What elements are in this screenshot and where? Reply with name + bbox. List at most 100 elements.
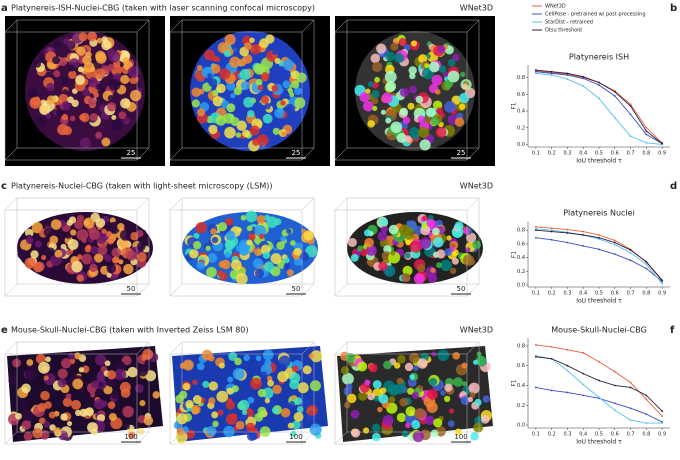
nucleus bbox=[306, 404, 318, 416]
point bbox=[661, 410, 664, 413]
nucleus bbox=[427, 388, 438, 400]
nucleus bbox=[249, 44, 261, 55]
nucleus bbox=[362, 427, 370, 434]
nucleus bbox=[57, 378, 67, 388]
model-label: WNet3D bbox=[460, 182, 493, 191]
x-tick-label: 0.5 bbox=[595, 432, 603, 438]
nucleus bbox=[123, 263, 134, 275]
nucleus bbox=[26, 359, 34, 366]
legend-label: CellPose - pretrained w/ post-processing bbox=[545, 12, 646, 18]
nucleus bbox=[351, 428, 361, 438]
nucleus bbox=[229, 56, 241, 68]
nucleus bbox=[127, 366, 138, 378]
cube-edge bbox=[334, 197, 348, 211]
nucleus bbox=[291, 420, 301, 430]
point bbox=[613, 241, 616, 244]
nucleus bbox=[74, 409, 82, 417]
point bbox=[661, 280, 664, 283]
nucleus bbox=[436, 249, 446, 259]
nucleus bbox=[393, 383, 405, 395]
nucleus bbox=[297, 382, 309, 394]
panel-letter: c bbox=[1, 181, 7, 192]
nucleus bbox=[38, 54, 46, 61]
nucleus bbox=[247, 396, 255, 404]
nucleus bbox=[50, 219, 62, 230]
nucleus bbox=[202, 380, 210, 388]
nucleus bbox=[58, 93, 69, 104]
nucleus bbox=[8, 375, 18, 385]
nucleus bbox=[98, 97, 104, 103]
nucleus bbox=[274, 68, 283, 76]
nucleus bbox=[438, 65, 447, 73]
nucleus bbox=[472, 240, 481, 250]
nucleus bbox=[43, 227, 54, 238]
nucleus bbox=[264, 214, 270, 221]
image-panel: 50 bbox=[334, 194, 495, 302]
nucleus bbox=[191, 404, 201, 415]
point bbox=[598, 238, 600, 241]
nucleus bbox=[80, 112, 90, 123]
nucleus bbox=[437, 45, 446, 54]
point bbox=[629, 249, 632, 251]
nucleus bbox=[405, 422, 411, 429]
nucleus bbox=[218, 260, 226, 268]
scale-label: 25 bbox=[127, 149, 136, 157]
point bbox=[661, 142, 664, 145]
point bbox=[598, 234, 600, 236]
nucleus bbox=[283, 264, 289, 270]
scale-label: 50 bbox=[457, 285, 466, 293]
cube-edge bbox=[169, 19, 183, 33]
point bbox=[645, 413, 648, 416]
panel-title: Platynereis-Nuclei-CBG (taken with light… bbox=[11, 182, 272, 191]
nucleus bbox=[57, 368, 68, 379]
nucleus bbox=[38, 361, 50, 374]
nucleus bbox=[276, 241, 285, 250]
nucleus bbox=[136, 229, 144, 238]
nucleus bbox=[217, 409, 224, 416]
nucleus bbox=[126, 250, 137, 261]
nucleus bbox=[404, 252, 411, 259]
nucleus bbox=[309, 380, 321, 392]
point bbox=[629, 419, 632, 421]
nucleus bbox=[372, 61, 383, 73]
panel-title: Platynereis-ISH-Nuclei-CBG (taken with l… bbox=[11, 4, 315, 13]
nucleus bbox=[411, 419, 421, 430]
nucleus bbox=[34, 240, 42, 248]
nucleus bbox=[447, 420, 455, 428]
y-tick-label: 0.2 bbox=[517, 269, 525, 275]
nucleus bbox=[53, 40, 62, 50]
nucleus bbox=[101, 243, 107, 249]
x-tick-label: 0.9 bbox=[658, 432, 666, 438]
nucleus bbox=[254, 225, 267, 237]
nucleus bbox=[75, 75, 86, 86]
nucleus bbox=[76, 254, 83, 260]
legend-label: StarDist - retrained bbox=[545, 20, 593, 26]
nucleus bbox=[49, 235, 59, 245]
nucleus bbox=[398, 38, 407, 47]
nucleus bbox=[461, 362, 468, 369]
nucleus bbox=[85, 407, 94, 417]
nucleus bbox=[32, 234, 39, 241]
nucleus bbox=[294, 397, 303, 406]
chart-title: Platynereis Nuclei bbox=[563, 209, 635, 218]
nucleus bbox=[271, 407, 279, 414]
nucleus bbox=[405, 406, 416, 417]
nucleus bbox=[43, 421, 51, 428]
nucleus bbox=[291, 365, 299, 373]
nucleus bbox=[380, 109, 386, 115]
nucleus bbox=[409, 374, 416, 380]
nucleus bbox=[242, 129, 251, 138]
nucleus bbox=[274, 218, 282, 226]
nucleus bbox=[74, 220, 84, 230]
nucleus bbox=[120, 98, 131, 109]
x-tick-label: 0.7 bbox=[627, 151, 635, 157]
nucleus bbox=[66, 249, 72, 256]
nucleus bbox=[282, 59, 294, 71]
nucleus bbox=[452, 53, 460, 62]
nucleus bbox=[246, 431, 257, 442]
nucleus bbox=[206, 425, 217, 437]
nucleus bbox=[214, 56, 221, 62]
nucleus bbox=[111, 391, 120, 400]
nucleus bbox=[15, 412, 22, 420]
